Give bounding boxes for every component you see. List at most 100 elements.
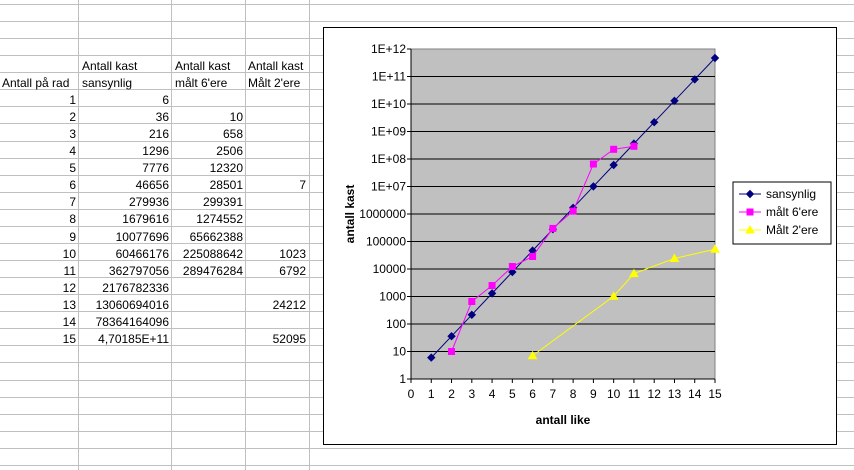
cell-antall-pa-rad[interactable]: 5 [69,161,76,176]
x-tick-label: 10 [607,387,621,401]
cell-malt-2ere[interactable]: 6792 [279,263,306,278]
cell-sansynlig[interactable]: 78364164096 [95,314,169,329]
header-antall-pa-rad[interactable]: Antall på rad [2,76,70,90]
cell-malt-6ere[interactable]: 28501 [209,178,243,193]
cell-sansynlig[interactable]: 13060694016 [95,297,169,312]
data-point [448,348,456,355]
cell-malt-6ere[interactable] [173,92,243,109]
cell-malt-6ere[interactable]: 12320 [209,161,243,176]
cell-malt-6ere[interactable] [173,297,243,314]
data-point [508,263,516,271]
chart-object[interactable]: 1 10 100 1000 10000 100000 1000000 1E+07 1E+08 1E… [323,27,837,445]
data-point [609,160,618,170]
cell-antall-pa-rad[interactable]: 6 [69,178,76,193]
cell-malt-2ere[interactable] [247,92,306,109]
cell-malt-2ere[interactable]: 52095 [272,331,306,346]
cell-malt-6ere[interactable]: 1274552 [196,212,243,227]
x-tick-label: 15 [708,387,722,401]
cell-antall-pa-rad[interactable]: 13 [62,297,76,312]
x-tick-label: 12 [648,387,662,401]
cell-malt-6ere[interactable]: 65662388 [189,229,243,244]
x-tick-label: 6 [529,387,536,401]
cell-sansynlig[interactable]: 362797056 [108,263,169,278]
cell-malt-2ere[interactable] [247,194,306,211]
cell-malt-2ere[interactable] [247,280,306,297]
cell-sansynlig[interactable]: 1679616 [122,212,169,227]
x-tick-label: 5 [509,387,516,401]
cell-malt-6ere[interactable]: 658 [222,127,243,142]
cell-malt-2ere[interactable] [247,143,306,160]
x-tick-label: 14 [688,387,702,401]
cell-sansynlig[interactable]: 6 [162,93,169,107]
series-2 [527,244,720,360]
header-antall-kast-3[interactable]: Antall kast [248,59,304,73]
cell-antall-pa-rad[interactable]: 15 [62,331,76,346]
data-point [487,289,497,298]
cell-malt-6ere[interactable] [173,314,243,331]
data-point [527,350,538,360]
cell-malt-6ere[interactable]: 10 [229,110,243,125]
data-point [649,118,659,127]
header-malt-6ere[interactable]: målt 6'ere [175,76,228,90]
legend-marker [745,224,755,234]
header-antall-kast-1[interactable]: Antall kast [82,59,138,73]
cell-malt-2ere[interactable] [247,314,306,331]
cell-malt-2ere[interactable] [247,126,306,143]
x-tick-label: 1 [428,387,435,401]
data-point [710,53,720,63]
cell-malt-6ere[interactable]: 299391 [202,195,243,210]
data-point [549,224,557,232]
legend-label: sansynlig [766,187,816,201]
cell-sansynlig[interactable]: 36 [155,110,169,125]
data-point [467,310,477,320]
y-tick-label: 1 [399,372,406,386]
cell-malt-2ere[interactable] [247,211,306,228]
data-point [610,145,618,153]
cell-sansynlig[interactable]: 46656 [135,178,169,193]
cell-antall-pa-rad[interactable]: 12 [62,280,76,295]
header-antall-kast-2[interactable]: Antall kast [175,59,231,73]
cell-antall-pa-rad[interactable]: 14 [62,314,76,329]
x-tick-label: 3 [468,387,475,401]
cell-sansynlig[interactable]: 216 [148,127,169,142]
cell-antall-pa-rad[interactable]: 9 [69,229,76,244]
cell-antall-pa-rad[interactable]: 4 [69,144,76,159]
y-tick-label: 10000 [373,262,407,276]
header-malt-2ere[interactable]: Målt 2'ere [248,76,301,90]
cell-malt-2ere[interactable]: 1023 [279,246,306,261]
data-point [608,291,619,300]
data-point [468,297,476,305]
cell-malt-6ere[interactable]: 289476284 [182,263,243,278]
cell-malt-6ere[interactable] [173,280,243,297]
data-point [589,182,598,191]
cell-malt-6ere[interactable]: 225088642 [182,246,243,261]
cell-sansynlig[interactable]: 2176782336 [102,280,169,295]
cell-sansynlig[interactable]: 4,70185E+11 [98,331,169,346]
cell-malt-6ere[interactable]: 2506 [216,144,243,159]
data-point [669,253,680,262]
cell-antall-pa-rad[interactable]: 8 [69,212,76,227]
cell-antall-pa-rad[interactable]: 3 [69,127,76,142]
cell-antall-pa-rad[interactable]: 11 [63,263,76,278]
cell-antall-pa-rad[interactable]: 10 [62,246,76,261]
cell-sansynlig[interactable]: 7776 [142,161,169,176]
header-sansynlig[interactable]: sansynlig [82,76,133,90]
cell-malt-2ere[interactable]: 24212 [272,297,306,312]
cell-malt-6ere[interactable] [173,331,243,348]
data-point [589,160,597,168]
cell-malt-2ere[interactable] [247,229,306,246]
cell-malt-2ere[interactable] [247,160,306,177]
cell-malt-2ere[interactable] [247,109,306,126]
data-point [447,331,456,341]
cell-antall-pa-rad[interactable]: 7 [69,195,76,210]
x-tick-label: 8 [570,387,577,401]
cell-sansynlig[interactable]: 279936 [128,195,169,210]
cell-antall-pa-rad[interactable]: 1 [69,93,76,107]
cell-sansynlig[interactable]: 60466176 [115,246,169,261]
cell-sansynlig[interactable]: 1296 [142,144,169,159]
x-tick-label: 13 [668,387,682,401]
cell-sansynlig[interactable]: 10077696 [115,229,169,244]
cell-malt-2ere[interactable]: 7 [299,178,306,193]
cell-antall-pa-rad[interactable]: 2 [69,110,76,125]
y-tick-label: 100000 [366,235,406,249]
